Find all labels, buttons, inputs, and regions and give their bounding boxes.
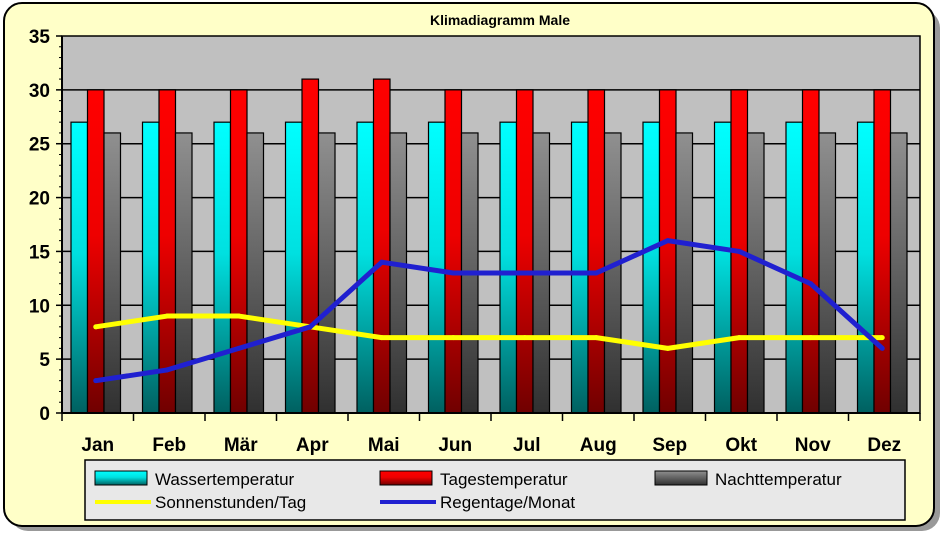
point-regentage-monat	[236, 345, 242, 351]
bar-nachttemperatur-sep	[675, 132, 694, 414]
point-sonnenstunden-tag	[593, 335, 599, 341]
x-tick-label: Nov	[795, 435, 831, 456]
point-sonnenstunden-tag	[450, 335, 456, 341]
x-tick-label: Jan	[81, 435, 114, 456]
x-tick-label: Jun	[438, 435, 472, 456]
bar-nachttemperatur-jan	[103, 132, 122, 414]
point-regentage-monat	[736, 248, 742, 254]
bar-tagestemperatur-jul	[515, 89, 534, 414]
point-sonnenstunden-tag	[808, 335, 814, 341]
bar-nachttemperatur-mär	[246, 132, 265, 414]
x-tick-label: Mär	[224, 435, 258, 456]
y-tick-label: 0	[39, 404, 50, 425]
y-tick-label: 10	[29, 296, 50, 317]
bar-nachttemperatur-nov	[818, 132, 837, 414]
bar-wassertemperatur-mär	[213, 121, 232, 414]
point-regentage-monat	[93, 378, 99, 384]
bar-nachttemperatur-dez	[889, 132, 908, 414]
bar-tagestemperatur-mär	[229, 89, 248, 414]
point-sonnenstunden-tag	[93, 324, 99, 330]
y-tick-label: 30	[29, 81, 50, 102]
y-tick-label: 5	[39, 350, 50, 371]
bar-nachttemperatur-feb	[174, 132, 193, 414]
bar-tagestemperatur-jun	[444, 89, 463, 414]
legend-label: Sonnenstunden/Tag	[155, 493, 306, 512]
bar-tagestemperatur-nov	[801, 89, 820, 414]
line-regentage-monat	[95, 238, 884, 384]
y-tick-label: 20	[29, 189, 50, 210]
y-tick-label: 15	[29, 242, 51, 263]
bar-wassertemperatur-apr	[284, 121, 303, 414]
bar-tagestemperatur-sep	[658, 89, 677, 414]
bar-tagestemperatur-apr	[301, 78, 320, 414]
bar-nachttemperatur-mai	[389, 132, 408, 414]
bar-wassertemperatur-jul	[499, 121, 518, 414]
point-regentage-monat	[379, 259, 385, 265]
line-sonnenstunden-tag	[95, 313, 883, 351]
point-regentage-monat	[522, 270, 528, 276]
bar-wassertemperatur-nov	[785, 121, 804, 414]
plot-area	[61, 35, 921, 414]
legend-box	[84, 459, 906, 521]
legend-label: Regentage/Monat	[440, 493, 575, 512]
x-tick-label: Apr	[296, 435, 329, 456]
bar-wassertemperatur-jan	[70, 121, 89, 414]
bar-wassertemperatur-sep	[642, 121, 661, 414]
legend-swatch	[654, 470, 708, 486]
point-sonnenstunden-tag	[379, 335, 385, 341]
bar-wassertemperatur-aug	[570, 121, 589, 414]
point-sonnenstunden-tag	[665, 345, 671, 351]
bar-nachttemperatur-apr	[317, 132, 336, 414]
bar-wassertemperatur-mai	[356, 121, 375, 414]
x-tick-label: Feb	[152, 435, 186, 456]
x-tick-label: Jul	[513, 435, 540, 456]
chart-title: Klimadiagramm Male	[430, 12, 570, 28]
y-tick-label: 25	[29, 135, 51, 156]
x-tick-label: Dez	[867, 435, 901, 456]
point-regentage-monat	[879, 345, 885, 351]
point-sonnenstunden-tag	[236, 313, 242, 319]
legend-label: Nachttemperatur	[715, 470, 842, 489]
point-sonnenstunden-tag	[879, 335, 885, 341]
point-sonnenstunden-tag	[736, 335, 742, 341]
x-tick-label: Sep	[652, 435, 687, 456]
x-tick-label: Mai	[368, 435, 400, 456]
bar-nachttemperatur-okt	[746, 132, 765, 414]
x-tick-label: Aug	[580, 435, 617, 456]
bar-wassertemperatur-okt	[713, 121, 732, 414]
point-sonnenstunden-tag	[522, 335, 528, 341]
point-regentage-monat	[450, 270, 456, 276]
point-regentage-monat	[593, 270, 599, 276]
legend-swatch	[379, 470, 433, 486]
bar-tagestemperatur-dez	[873, 89, 892, 414]
point-regentage-monat	[665, 238, 671, 244]
bar-tagestemperatur-jan	[86, 89, 105, 414]
point-regentage-monat	[808, 281, 814, 287]
bar-tagestemperatur-mai	[372, 78, 391, 414]
legend-swatch	[94, 470, 148, 486]
point-regentage-monat	[164, 367, 170, 373]
x-tick-label: Okt	[725, 435, 757, 456]
y-tick-label: 35	[29, 27, 51, 48]
point-sonnenstunden-tag	[164, 313, 170, 319]
bar-tagestemperatur-feb	[158, 89, 177, 414]
bar-nachttemperatur-aug	[603, 132, 622, 414]
legend-label: Wassertemperatur	[155, 470, 295, 489]
point-regentage-monat	[307, 324, 313, 330]
bar-wassertemperatur-dez	[856, 121, 875, 414]
legend: Wassertemperatur Tagestemperatur Nachttemp…	[84, 459, 906, 521]
legend-label: Tagestemperatur	[440, 470, 568, 489]
bar-tagestemperatur-aug	[587, 89, 606, 414]
